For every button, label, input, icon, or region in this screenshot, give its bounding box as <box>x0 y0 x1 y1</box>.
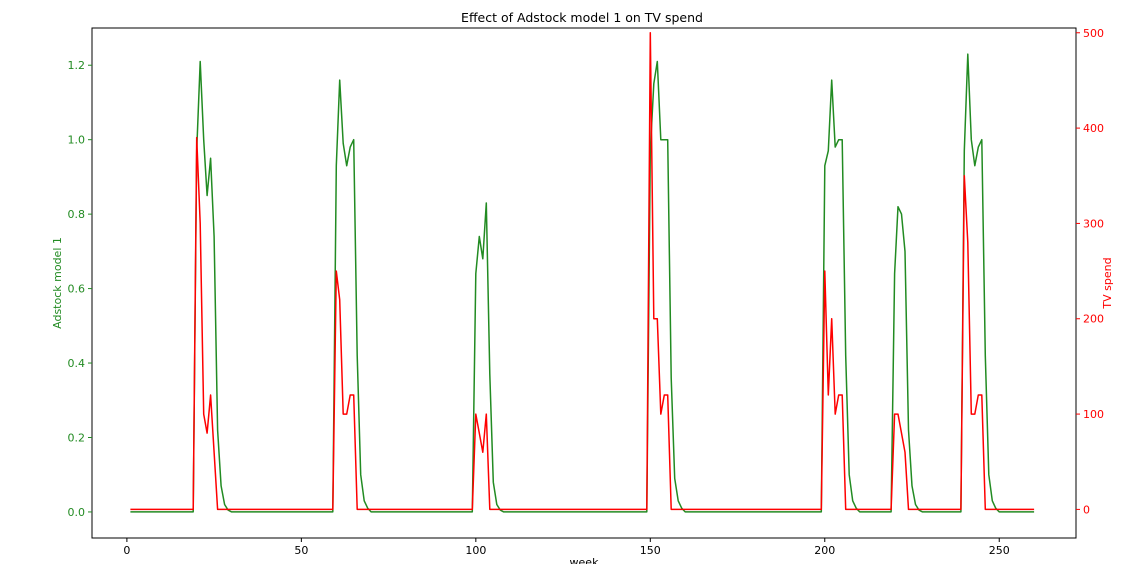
left-y-tick-label: 0.2 <box>68 431 86 444</box>
x-tick-label: 100 <box>465 544 486 557</box>
right-y-tick-label: 0 <box>1083 503 1090 516</box>
x-axis-label: week <box>570 556 600 564</box>
plot-frame <box>91 27 1077 539</box>
x-tick-label: 0 <box>123 544 130 557</box>
right-y-axis: 0 100 200 300 400 500 <box>1076 27 1104 516</box>
chart-title: Effect of Adstock model 1 on TV spend <box>461 10 703 25</box>
x-tick-label: 200 <box>814 544 835 557</box>
left-y-axis: 0.0 0.2 0.4 0.6 0.8 1.0 1.2 <box>68 59 92 519</box>
left-y-tick-label: 0.6 <box>68 283 86 296</box>
left-y-tick-label: 1.2 <box>68 59 86 72</box>
left-y-axis-label: Adstock model 1 <box>51 237 64 329</box>
right-y-tick-label: 200 <box>1083 313 1104 326</box>
left-y-tick-label: 0.8 <box>68 208 86 221</box>
right-y-tick-label: 300 <box>1083 217 1104 230</box>
series-line-adstock <box>130 53 1035 513</box>
left-y-tick-label: 1.0 <box>68 134 86 147</box>
series-layer <box>130 32 1035 513</box>
right-y-tick-label: 100 <box>1083 408 1104 421</box>
x-tick-label: 150 <box>640 544 661 557</box>
right-y-tick-label: 500 <box>1083 27 1104 40</box>
left-y-tick-label: 0.0 <box>68 506 86 519</box>
x-axis: 0 50 100 150 200 250 <box>123 538 1010 557</box>
x-tick-label: 250 <box>989 544 1010 557</box>
left-y-tick-label: 0.4 <box>68 357 86 370</box>
right-y-tick-label: 400 <box>1083 122 1104 135</box>
x-tick-label: 50 <box>294 544 308 557</box>
right-y-axis-label: TV spend <box>1101 257 1114 309</box>
series-line-tv-spend <box>130 32 1035 511</box>
